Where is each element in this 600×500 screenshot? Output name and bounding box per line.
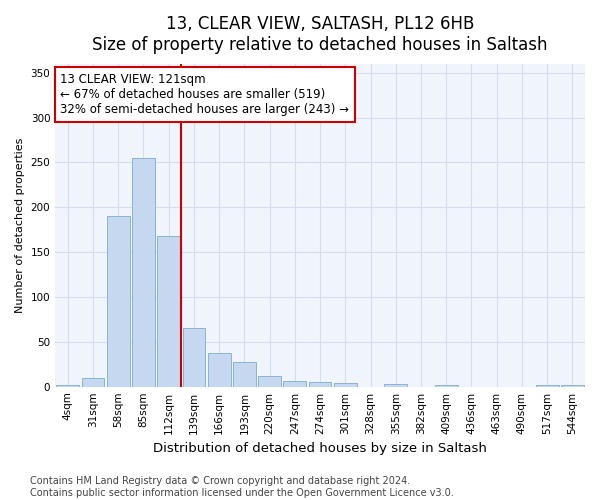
- Text: 13 CLEAR VIEW: 121sqm
← 67% of detached houses are smaller (519)
32% of semi-det: 13 CLEAR VIEW: 121sqm ← 67% of detached …: [61, 74, 349, 116]
- Bar: [258, 376, 281, 386]
- Bar: [107, 216, 130, 386]
- Bar: [82, 378, 104, 386]
- Bar: [157, 236, 180, 386]
- Bar: [536, 385, 559, 386]
- Bar: [56, 385, 79, 386]
- Bar: [233, 362, 256, 386]
- Text: Contains HM Land Registry data © Crown copyright and database right 2024.
Contai: Contains HM Land Registry data © Crown c…: [30, 476, 454, 498]
- Bar: [385, 384, 407, 386]
- Bar: [435, 385, 458, 386]
- Bar: [208, 354, 230, 386]
- Title: 13, CLEAR VIEW, SALTASH, PL12 6HB
Size of property relative to detached houses i: 13, CLEAR VIEW, SALTASH, PL12 6HB Size o…: [92, 15, 548, 54]
- Bar: [561, 385, 584, 386]
- Bar: [132, 158, 155, 386]
- Bar: [283, 382, 306, 386]
- Bar: [334, 383, 356, 386]
- X-axis label: Distribution of detached houses by size in Saltash: Distribution of detached houses by size …: [153, 442, 487, 455]
- Y-axis label: Number of detached properties: Number of detached properties: [15, 138, 25, 313]
- Bar: [309, 382, 331, 386]
- Bar: [182, 328, 205, 386]
